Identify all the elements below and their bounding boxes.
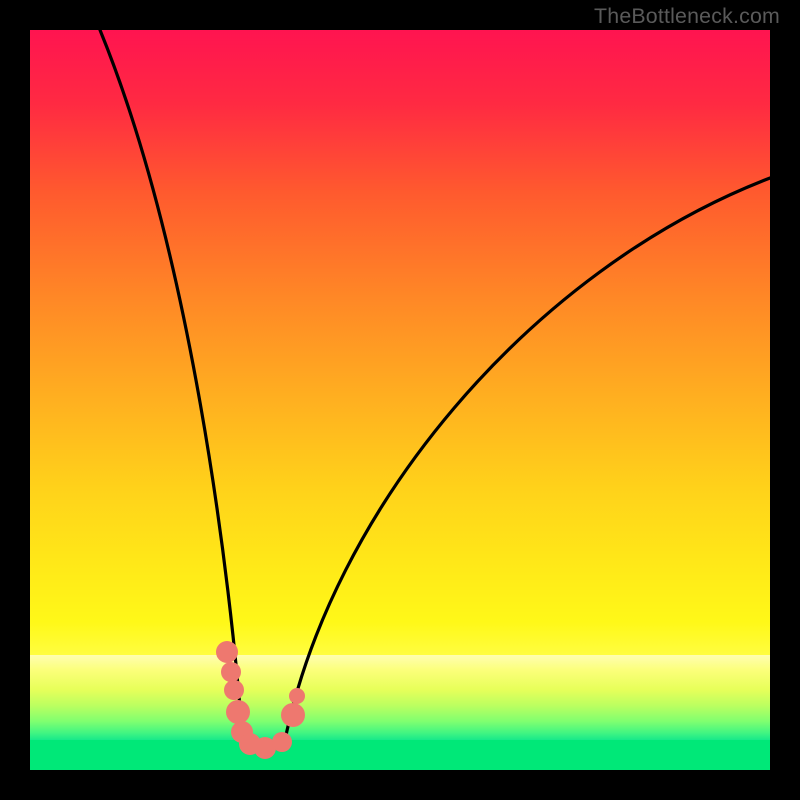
data-marker bbox=[289, 688, 305, 704]
data-marker bbox=[216, 641, 238, 663]
data-marker bbox=[281, 703, 305, 727]
figure-root: TheBottleneck.com bbox=[0, 0, 800, 800]
watermark-text: TheBottleneck.com bbox=[594, 4, 780, 29]
data-marker bbox=[272, 732, 292, 752]
marker-cluster-left bbox=[216, 641, 276, 759]
data-marker bbox=[221, 662, 241, 682]
curve-overlay bbox=[30, 30, 770, 770]
data-marker bbox=[226, 700, 250, 724]
marker-cluster-right bbox=[272, 688, 305, 752]
data-marker bbox=[224, 680, 244, 700]
plot-area bbox=[30, 30, 770, 770]
bottleneck-curve bbox=[100, 30, 770, 745]
